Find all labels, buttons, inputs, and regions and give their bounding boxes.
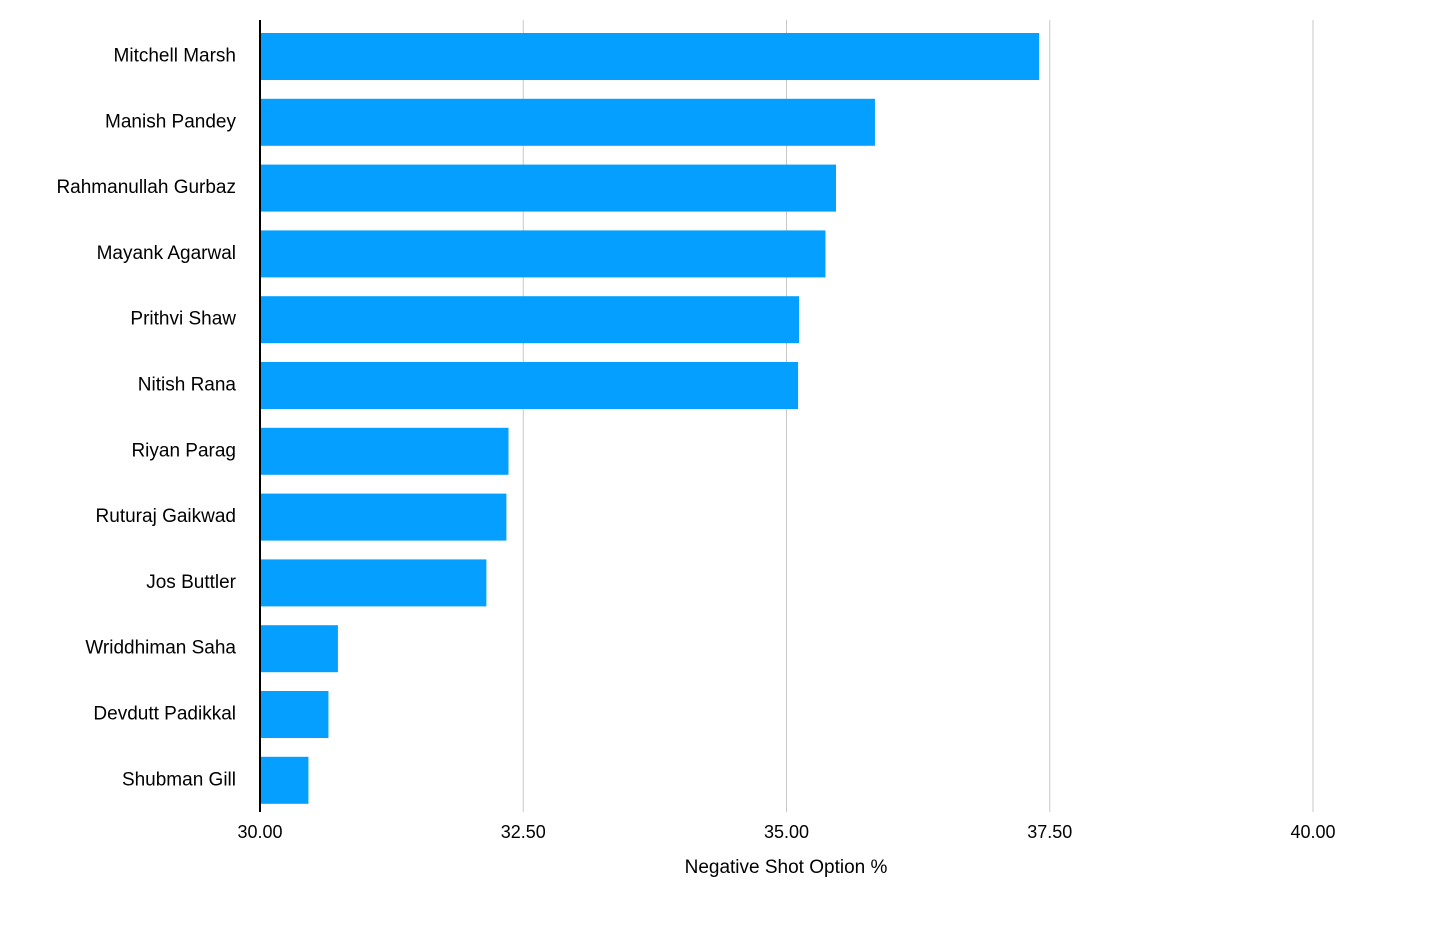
bar <box>260 362 799 409</box>
bar <box>260 230 826 278</box>
y-category-label: Jos Buttler <box>146 572 236 593</box>
y-category-label: Prithvi Shaw <box>130 309 236 330</box>
bar <box>260 756 309 804</box>
y-category-label: Wriddhiman Saha <box>85 638 236 659</box>
bar <box>260 296 800 344</box>
x-axis-title: Negative Shot Option % <box>685 857 888 878</box>
y-category-label: Mayank Agarwal <box>97 243 236 264</box>
x-tick-label: 30.00 <box>237 822 282 842</box>
y-category-label: Riyan Parag <box>131 440 236 461</box>
bar <box>260 164 836 212</box>
y-category-label: Rahmanullah Gurbaz <box>56 177 236 198</box>
y-category-label: Shubman Gill <box>122 769 236 790</box>
bar <box>260 559 487 607</box>
bars <box>260 33 1040 804</box>
y-category-label: Nitish Rana <box>138 375 237 396</box>
x-tick-label: 32.50 <box>501 822 546 842</box>
bar <box>260 625 338 673</box>
bar <box>260 493 507 541</box>
x-tick-label: 40.00 <box>1290 822 1335 842</box>
x-tick-label: 35.00 <box>764 822 809 842</box>
bar <box>260 33 1040 80</box>
y-category-label: Mitchell Marsh <box>114 46 236 67</box>
bar <box>260 691 329 738</box>
grid-lines <box>522 20 1314 812</box>
bar <box>260 98 875 146</box>
bar <box>260 427 509 475</box>
labels: 30.00 32.50 35.00 37.50 40.00 Mitchell Marsh M… <box>56 46 1335 842</box>
y-category-label: Devdutt Padikkal <box>93 704 236 725</box>
y-category-label: Manish Pandey <box>105 111 236 132</box>
x-tick-label: 37.50 <box>1027 822 1072 842</box>
y-category-label: Ruturaj Gaikwad <box>96 506 236 527</box>
